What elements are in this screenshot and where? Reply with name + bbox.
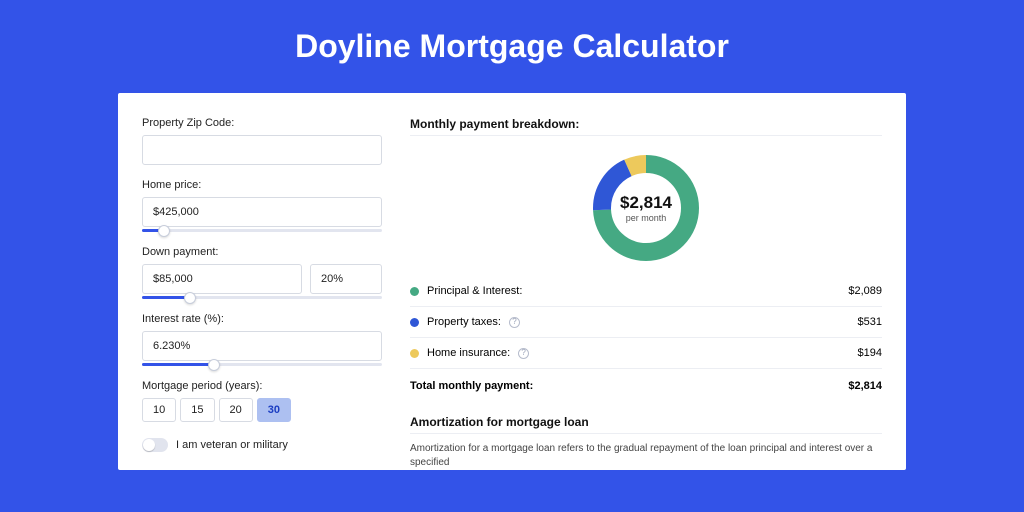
- breakdown-column: Monthly payment breakdown: $2,814 per mo…: [410, 117, 882, 470]
- down-payment-slider[interactable]: [142, 296, 382, 299]
- period-option-30[interactable]: 30: [257, 398, 291, 422]
- period-label: Mortgage period (years):: [142, 380, 382, 392]
- veteran-toggle[interactable]: [142, 438, 168, 452]
- donut-chart: $2,814 per month: [586, 148, 706, 268]
- breakdown-title: Monthly payment breakdown:: [410, 117, 882, 136]
- home-price-label: Home price:: [142, 179, 382, 191]
- home-price-slider[interactable]: [142, 229, 382, 232]
- page-title: Doyline Mortgage Calculator: [0, 0, 1024, 65]
- legend-row-1: Property taxes:? $531: [410, 307, 882, 338]
- down-payment-field: Down payment:: [142, 246, 382, 299]
- down-payment-amount-input[interactable]: [142, 264, 302, 294]
- amortization-title: Amortization for mortgage loan: [410, 415, 882, 434]
- legend-dot: [410, 349, 419, 358]
- interest-input[interactable]: [142, 331, 382, 361]
- down-payment-label: Down payment:: [142, 246, 382, 258]
- total-value: $2,814: [848, 380, 882, 392]
- breakdown-legend: Principal & Interest: $2,089 Property taxe…: [410, 276, 882, 369]
- zip-field: Property Zip Code:: [142, 117, 382, 165]
- period-option-20[interactable]: 20: [219, 398, 253, 422]
- period-option-15[interactable]: 15: [180, 398, 214, 422]
- legend-dot: [410, 318, 419, 327]
- zip-input[interactable]: [142, 135, 382, 165]
- interest-label: Interest rate (%):: [142, 313, 382, 325]
- interest-field: Interest rate (%):: [142, 313, 382, 366]
- down-payment-percent-input[interactable]: [310, 264, 382, 294]
- calculator-card: Property Zip Code: Home price: Down paym…: [118, 93, 906, 470]
- period-options: 10152030: [142, 398, 382, 422]
- donut-amount: $2,814: [620, 193, 672, 213]
- interest-slider[interactable]: [142, 363, 382, 366]
- interest-slider-fill: [142, 363, 214, 366]
- down-payment-slider-fill: [142, 296, 190, 299]
- info-icon[interactable]: ?: [509, 317, 520, 328]
- home-price-slider-thumb[interactable]: [158, 225, 170, 237]
- legend-row-0: Principal & Interest: $2,089: [410, 276, 882, 307]
- zip-label: Property Zip Code:: [142, 117, 382, 129]
- legend-label: Home insurance:: [427, 347, 510, 359]
- period-field: Mortgage period (years): 10152030: [142, 380, 382, 422]
- donut-chart-wrap: $2,814 per month: [410, 136, 882, 276]
- legend-value: $2,089: [848, 285, 882, 297]
- veteran-label: I am veteran or military: [176, 439, 288, 451]
- donut-sub: per month: [626, 213, 667, 223]
- home-price-field: Home price:: [142, 179, 382, 232]
- down-payment-slider-thumb[interactable]: [184, 292, 196, 304]
- period-option-10[interactable]: 10: [142, 398, 176, 422]
- legend-label: Property taxes:: [427, 316, 501, 328]
- veteran-row: I am veteran or military: [142, 438, 382, 452]
- legend-dot: [410, 287, 419, 296]
- interest-slider-thumb[interactable]: [208, 359, 220, 371]
- legend-label: Principal & Interest:: [427, 285, 522, 297]
- legend-value: $194: [858, 347, 882, 359]
- total-label: Total monthly payment:: [410, 380, 533, 392]
- info-icon[interactable]: ?: [518, 348, 529, 359]
- legend-value: $531: [858, 316, 882, 328]
- total-row: Total monthly payment: $2,814: [410, 369, 882, 401]
- amortization-text: Amortization for a mortgage loan refers …: [410, 434, 882, 470]
- inputs-column: Property Zip Code: Home price: Down paym…: [142, 117, 382, 470]
- home-price-input[interactable]: [142, 197, 382, 227]
- legend-row-2: Home insurance:? $194: [410, 338, 882, 369]
